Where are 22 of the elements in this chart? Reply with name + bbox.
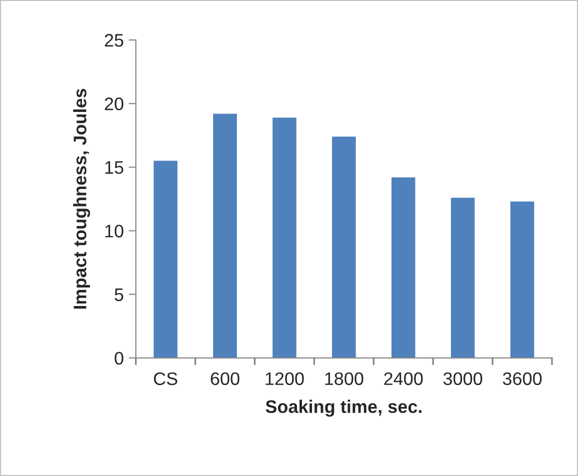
bar [154, 160, 178, 358]
bar [510, 202, 534, 358]
x-tick-label: 600 [210, 372, 240, 386]
y-tick-label: 20 [104, 98, 124, 110]
y-tick-label: 25 [104, 34, 124, 47]
x-tick-label: 2400 [384, 372, 423, 386]
bar [272, 118, 296, 358]
y-axis-title: Impact toughness, Joules [73, 88, 90, 309]
bar [213, 114, 237, 358]
x-axis-title: Soaking time, sec. [266, 400, 422, 417]
x-tick-label: 1200 [266, 372, 304, 386]
x-tick-label: 3600 [502, 372, 542, 386]
x-tick-label: 3000 [443, 372, 482, 386]
y-tick-label: 0 [114, 352, 124, 365]
y-tick-label: 5 [114, 288, 124, 302]
bar [391, 177, 416, 358]
x-tick-label: CS [154, 372, 178, 386]
y-tick-label: 15 [105, 161, 124, 174]
y-tick-label: 10 [105, 224, 124, 238]
bar [332, 136, 356, 358]
bar [450, 198, 475, 358]
x-tick-label: 1800 [325, 372, 364, 386]
